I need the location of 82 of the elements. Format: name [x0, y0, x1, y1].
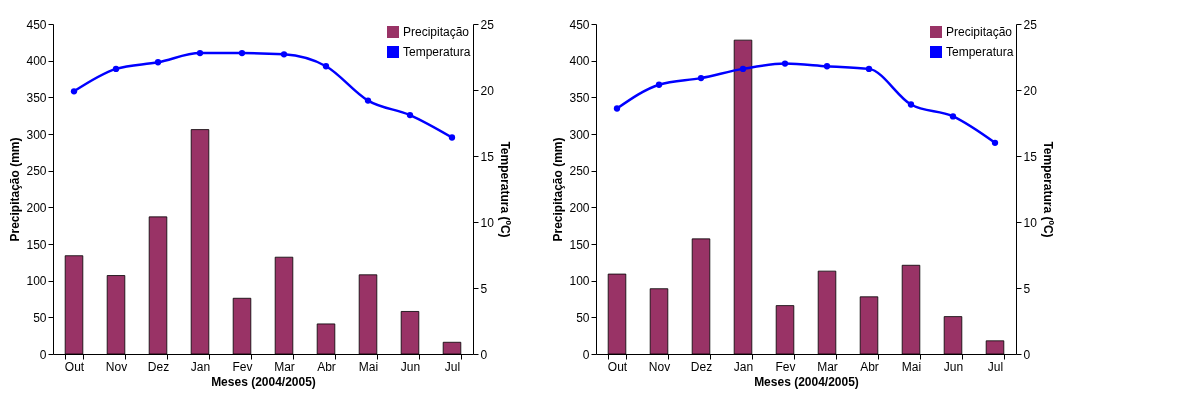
y-tick-label: 300: [26, 127, 47, 142]
legend-label: Precipitação: [946, 25, 1013, 39]
y2-axis-title: Temperatura (ºC): [1040, 141, 1055, 238]
legend-label: Precipitação: [403, 25, 470, 39]
y-axis-title: Precipitação (mm): [551, 137, 566, 242]
x-tick-label: Nov: [105, 359, 128, 374]
x-tick-label: Fev: [232, 359, 253, 374]
x-tick-label: Abr: [317, 359, 336, 374]
y2-tick-label: 0: [1023, 347, 1031, 362]
y-tick-label: 50: [576, 310, 590, 325]
x-tick-label: Jul: [987, 359, 1004, 374]
x-tick-label: Nov: [648, 359, 671, 374]
x-axis-title: Meses (2004/2005): [754, 374, 859, 389]
x-tick-label: Mar: [817, 359, 838, 374]
point: [655, 81, 663, 88]
y-tick-label: 400: [26, 54, 47, 69]
x-tick-label: Jun: [943, 359, 964, 374]
point: [613, 105, 621, 112]
point: [448, 134, 456, 141]
x-tick-label: Dez: [690, 359, 713, 374]
point: [697, 74, 705, 82]
y-tick-label: 0: [582, 347, 590, 362]
point: [739, 65, 747, 73]
x-tick-label: Jan: [733, 359, 754, 374]
point: [280, 51, 288, 58]
y-tick-label: 100: [26, 274, 47, 289]
x-tick-label: Abr: [860, 359, 879, 374]
point: [112, 65, 120, 73]
point: [70, 88, 78, 95]
y2-tick-label: 20: [1023, 83, 1038, 98]
y2-tick-label: 20: [480, 83, 495, 98]
y2-axis-title: Temperatura (ºC): [497, 141, 512, 238]
x-tick-label: Mar: [274, 359, 295, 374]
legend-label: Temperatura: [946, 45, 1014, 59]
y2-tick-label: 10: [480, 215, 495, 230]
x-tick-label: Dez: [147, 359, 170, 374]
y-tick-label: 450: [569, 17, 590, 32]
y2-tick-label: 25: [1023, 17, 1038, 32]
x-tick-label: Mai: [358, 359, 379, 374]
y-tick-label: 0: [39, 347, 47, 362]
point: [991, 139, 999, 146]
y-tick-label: 350: [569, 90, 590, 105]
y-tick-label: 450: [26, 17, 47, 32]
y-axis-title: Precipitação (mm): [8, 137, 23, 242]
x-tick-label: Out: [607, 359, 628, 374]
point: [907, 101, 915, 108]
y-tick-label: 100: [569, 274, 590, 289]
x-tick-label: Out: [64, 359, 85, 374]
y-tick-label: 300: [569, 127, 590, 142]
y2-tick-label: 0: [480, 347, 488, 362]
y2-tick-label: 10: [1023, 215, 1038, 230]
x-tick-label: Jan: [190, 359, 211, 374]
point: [823, 63, 831, 70]
y2-tick-label: 15: [1023, 149, 1038, 164]
y2-tick-label: 25: [480, 17, 495, 32]
legend-label: Temperatura: [403, 45, 471, 59]
point: [322, 63, 330, 70]
y2-tick-label: 5: [480, 281, 488, 296]
x-tick-label: Jul: [444, 359, 461, 374]
x-tick-label: Jun: [400, 359, 421, 374]
point: [196, 49, 204, 57]
y-tick-label: 150: [569, 237, 590, 252]
point: [364, 97, 372, 104]
y2-tick-label: 5: [1023, 281, 1031, 296]
point: [154, 59, 162, 66]
point: [238, 49, 246, 57]
point: [865, 65, 873, 73]
y2-tick-label: 15: [480, 149, 495, 164]
y-tick-label: 200: [26, 200, 47, 215]
y-tick-label: 350: [26, 90, 47, 105]
x-tick-label: Mai: [901, 359, 922, 374]
x-tick-label: Fev: [775, 359, 796, 374]
y-tick-label: 250: [26, 164, 47, 179]
y-tick-label: 400: [569, 54, 590, 69]
y-tick-label: 50: [33, 310, 47, 325]
y-tick-label: 200: [569, 200, 590, 215]
y-tick-label: 150: [26, 237, 47, 252]
point: [949, 113, 957, 120]
x-axis-title: Meses (2004/2005): [211, 374, 316, 389]
y-tick-label: 250: [569, 164, 590, 179]
point: [781, 60, 789, 67]
point: [406, 111, 414, 119]
